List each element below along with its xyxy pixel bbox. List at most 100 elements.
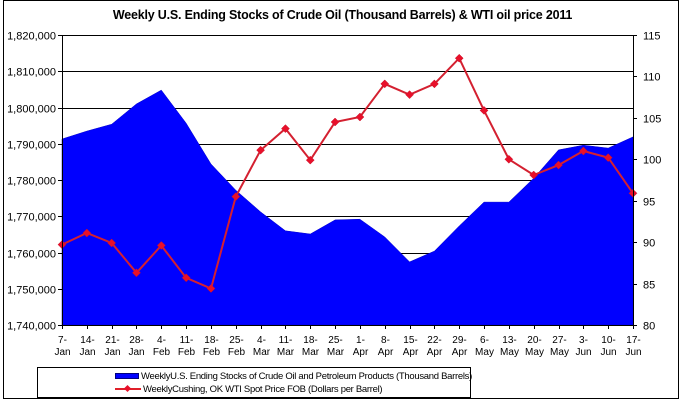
- y-axis-left-ticks: 1,740,000 1,750,000 1,760,000 1,770,000 1,78…: [7, 31, 62, 333]
- y2-tick-label: 105: [643, 114, 661, 126]
- x-tick-label-day: 13-: [502, 335, 516, 346]
- price-marker: [603, 153, 613, 162]
- x-tick-label-day: 25-: [328, 335, 342, 346]
- x-tick-label-day: 25-: [229, 335, 243, 346]
- y-tick-label: 1,740,000: [7, 321, 56, 333]
- y2-tick-label: 110: [643, 72, 661, 84]
- y2-tick-label: 115: [643, 31, 661, 43]
- y-tick-label: 1,800,000: [7, 104, 56, 116]
- x-tick-label-month: Mar: [302, 347, 320, 358]
- x-tick-label-month: May: [500, 347, 519, 358]
- x-tick-label-month: Jan: [54, 347, 70, 358]
- x-tick-label-day: 15-: [403, 335, 417, 346]
- price-line-layer: [57, 53, 638, 293]
- price-marker: [206, 284, 216, 293]
- y2-tick-label: 100: [643, 155, 661, 167]
- x-tick-label-day: 4-: [157, 335, 166, 346]
- stocks-area: [61, 89, 634, 326]
- price-marker: [305, 155, 315, 165]
- x-tick-label-day: 3-: [579, 335, 588, 346]
- x-tick-label-month: Feb: [178, 347, 196, 358]
- price-marker: [405, 90, 414, 100]
- price-marker: [330, 117, 340, 127]
- x-tick-label-month: May: [525, 347, 544, 358]
- x-tick-label-day: 11-: [180, 335, 194, 346]
- x-tick-label-day: 11-: [279, 335, 293, 346]
- price-marker: [181, 273, 191, 283]
- x-tick-label-day: 29-: [452, 335, 466, 346]
- y-tick-label: 1,810,000: [7, 67, 56, 79]
- price-marker: [529, 170, 539, 180]
- x-tick-label-month: Apr: [378, 347, 394, 358]
- x-tick-label-day: 28-: [129, 335, 143, 346]
- x-tick-label-day: 18-: [204, 335, 218, 346]
- x-tick-label-month: Jun: [575, 347, 591, 358]
- price-marker: [355, 112, 365, 122]
- x-tick-label-month: Jan: [104, 347, 120, 358]
- x-tick-label-day: 4-: [257, 335, 266, 346]
- y-tick-label: 1,790,000: [7, 140, 56, 152]
- x-tick-label-month: Feb: [228, 347, 246, 358]
- price-marker: [82, 228, 92, 238]
- x-tick-label-month: May: [475, 347, 494, 358]
- stocks-area-layer: [61, 89, 634, 326]
- x-tick-label-month: Apr: [403, 347, 419, 358]
- x-tick-label-day: 17-: [626, 335, 640, 346]
- price-marker: [504, 154, 514, 164]
- legend-label-price: WeeklyCushing, OK WTI Spot Price FOB (Do…: [143, 383, 383, 395]
- x-tick-label-day: 6-: [480, 335, 489, 346]
- x-tick-label-month: Mar: [277, 347, 295, 358]
- x-tick-label-month: Jan: [79, 347, 95, 358]
- x-tick-label-day: 18-: [303, 335, 317, 346]
- axes: [62, 35, 634, 326]
- legend-swatch-line-icon: [115, 384, 141, 394]
- x-tick-label-month: Mar: [253, 347, 271, 358]
- price-marker: [132, 268, 141, 278]
- x-tick-label-day: 27-: [552, 335, 566, 346]
- y-axis-right-ticks: 80 85 90 95 100 105 110 115: [633, 31, 661, 333]
- y-tick-label: 1,770,000: [7, 212, 56, 224]
- price-marker: [454, 53, 464, 63]
- x-tick-label-day: 14-: [80, 335, 94, 346]
- x-axis-ticks: 7-Jan14-Jan21-Jan28-Jan4-Feb11-Feb18-Feb…: [54, 325, 642, 358]
- price-marker: [578, 146, 588, 156]
- y-tick-label: 1,750,000: [7, 285, 56, 297]
- price-marker: [430, 79, 439, 89]
- x-tick-label-month: Jun: [600, 347, 616, 358]
- y-tick-label: 1,760,000: [7, 249, 56, 261]
- price-marker: [256, 145, 265, 155]
- x-tick-label-day: 20-: [527, 335, 541, 346]
- x-tick-label-day: 21-: [105, 335, 119, 346]
- x-tick-label-month: Apr: [427, 347, 443, 358]
- x-tick-label-day: 10-: [601, 335, 615, 346]
- x-tick-label-day: 7-: [58, 335, 67, 346]
- y2-tick-label: 80: [643, 321, 655, 333]
- x-tick-label-month: May: [550, 347, 569, 358]
- legend-item-stocks: WeeklyU.S. Ending Stocks of Crude Oil an…: [115, 370, 472, 382]
- legend: WeeklyU.S. Ending Stocks of Crude Oil an…: [37, 367, 472, 398]
- y-tick-label: 1,820,000: [7, 31, 56, 43]
- chart-title: Weekly U.S. Ending Stocks of Crude Oil (…: [112, 8, 573, 22]
- price-marker: [554, 160, 563, 170]
- price-marker: [380, 79, 390, 89]
- y2-tick-label: 90: [643, 238, 655, 250]
- y2-tick-label: 95: [643, 197, 655, 209]
- x-tick-label-month: Mar: [327, 347, 345, 358]
- y2-tick-label: 85: [643, 280, 655, 292]
- x-tick-label-month: Apr: [353, 347, 369, 358]
- x-tick-label-day: 8-: [381, 335, 390, 346]
- x-tick-label-month: Jun: [625, 347, 641, 358]
- x-tick-label-month: Feb: [153, 347, 171, 358]
- legend-label-stocks: WeeklyU.S. Ending Stocks of Crude Oil an…: [141, 370, 472, 382]
- legend-item-price: WeeklyCushing, OK WTI Spot Price FOB (Do…: [115, 383, 383, 395]
- x-tick-label-month: Feb: [203, 347, 221, 358]
- legend-swatch-area-icon: [115, 373, 139, 379]
- x-tick-label-month: Jan: [128, 347, 144, 358]
- price-marker: [107, 238, 117, 248]
- price-line: [61, 56, 634, 290]
- price-marker: [479, 106, 489, 115]
- y-tick-label: 1,780,000: [7, 176, 56, 188]
- price-marker: [231, 192, 241, 201]
- price-marker: [281, 124, 290, 133]
